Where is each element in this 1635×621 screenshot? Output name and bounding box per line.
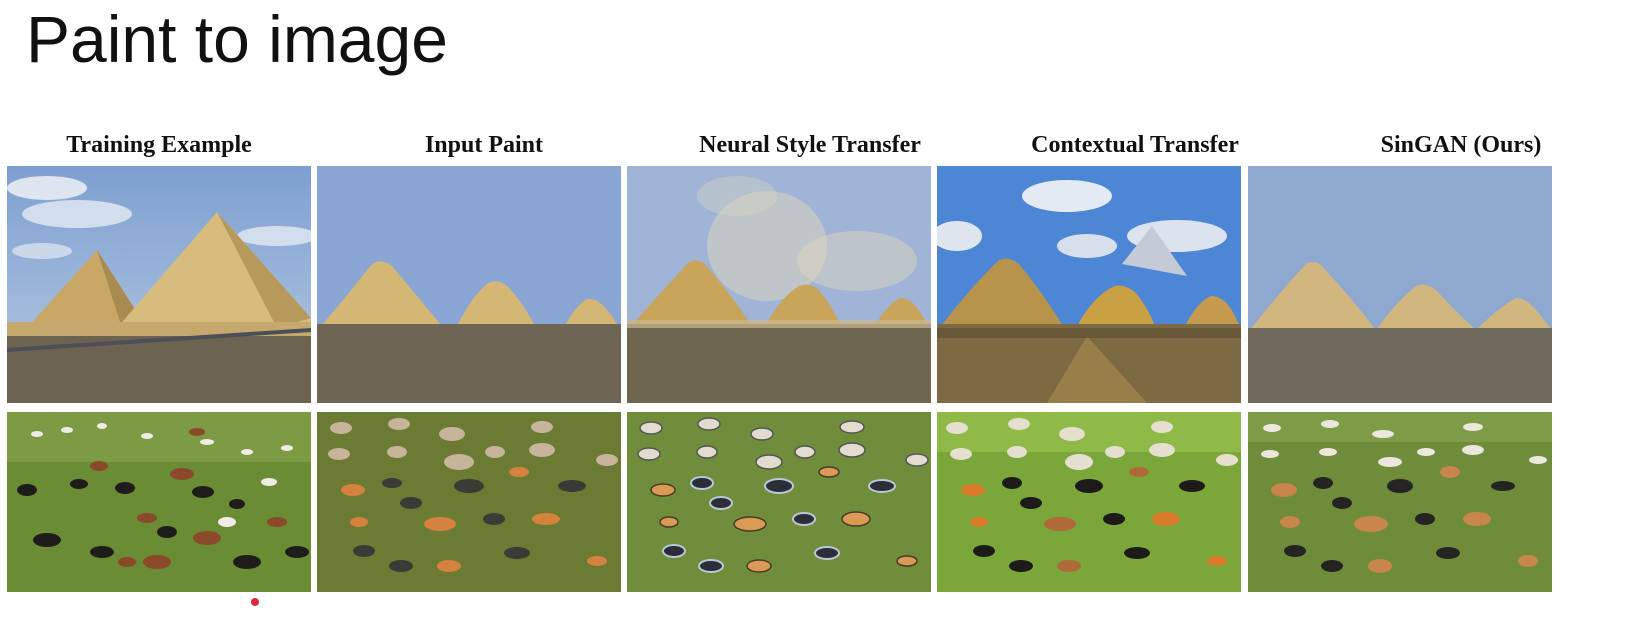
pyramids-input-paint-image	[317, 166, 621, 403]
pyramids-training-example-image	[7, 166, 311, 403]
header-contextual-transfer: Contextual Transfer	[1031, 132, 1239, 158]
cows-input-paint-image	[317, 412, 621, 592]
slide-title: Paint to image	[26, 2, 448, 76]
header-training-example: Training Example	[66, 132, 252, 158]
header-neural-style-transfer: Neural Style Transfer	[699, 132, 921, 158]
cows-neural-style-transfer-image	[627, 412, 931, 592]
cows-training-example-image	[7, 412, 311, 592]
cows-contextual-transfer-image	[937, 412, 1241, 592]
header-input-paint: Input Paint	[424, 132, 544, 158]
pyramids-contextual-transfer-image	[937, 166, 1241, 403]
cows-singan-image	[1248, 412, 1552, 592]
pyramids-singan-image	[1248, 166, 1552, 403]
laser-pointer-dot	[251, 598, 259, 606]
pyramids-neural-style-transfer-image	[627, 166, 931, 403]
header-singan: SinGAN (Ours)	[1380, 132, 1542, 158]
